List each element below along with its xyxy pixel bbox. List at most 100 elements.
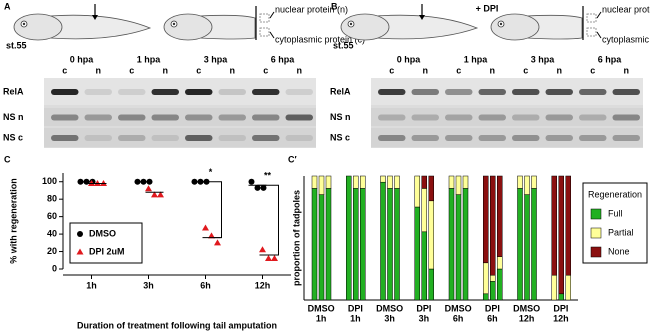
dpi-point — [214, 239, 221, 246]
y-tick-label: 20 — [47, 246, 57, 256]
legend-swatch — [590, 246, 602, 258]
tadpole-drawing — [490, 13, 583, 41]
fraction-label: c — [523, 65, 528, 75]
blot-row — [44, 108, 316, 126]
blot-band — [185, 135, 213, 141]
significance-label: ** — [264, 171, 272, 181]
row-label: RelA — [3, 86, 24, 96]
blot-band — [151, 114, 179, 121]
fraction-label: c — [263, 65, 268, 75]
fraction-box-n — [259, 13, 270, 23]
legend-label: DMSO — [89, 228, 116, 238]
stacked-segment — [325, 188, 332, 301]
stacked-segment — [421, 175, 427, 189]
y-tick-label: 60 — [47, 211, 57, 221]
x-tick-label: DPI — [553, 303, 568, 313]
stacked-segment — [346, 175, 352, 301]
stacked-segment — [565, 274, 571, 301]
dmso-point — [260, 184, 267, 191]
stacked-segment — [483, 293, 489, 301]
stage-label: st.55 — [333, 40, 354, 50]
tadpole-tail — [376, 14, 479, 40]
stacked-segment — [380, 181, 386, 301]
nuclear-label: nuclear protein (n) — [602, 4, 650, 14]
fraction-label: n — [230, 65, 236, 75]
stacked-segment — [490, 175, 496, 276]
blot-band — [411, 89, 439, 95]
blot-band — [612, 135, 640, 141]
dpi-point — [265, 255, 272, 262]
stacked-segment — [551, 175, 557, 276]
time-label: 0 hpa — [397, 54, 422, 64]
tadpole-tail — [199, 14, 256, 40]
stacked-segment — [497, 268, 503, 301]
blot-band — [285, 114, 313, 121]
stacked-segment — [531, 188, 537, 301]
arrow-n — [269, 11, 275, 19]
stacked-segment — [483, 262, 489, 295]
blot-band — [51, 114, 79, 121]
row-label: NS n — [3, 112, 24, 122]
fraction-label: n — [423, 65, 429, 75]
stacked-segment — [455, 175, 462, 195]
tadpole-drawing — [13, 13, 152, 41]
stacked-segment — [551, 274, 557, 301]
blot-band — [545, 89, 573, 95]
blot-band — [151, 135, 179, 141]
blot-band — [612, 89, 640, 95]
blot-band — [51, 135, 79, 141]
fraction-label: c — [389, 65, 394, 75]
tadpole-pupil — [172, 22, 176, 26]
dmso-point — [248, 178, 255, 185]
dpi-point — [271, 255, 278, 262]
tadpole-body — [163, 13, 213, 41]
stacked-segment — [524, 194, 530, 301]
stacked-segment — [517, 188, 523, 301]
blot-band — [478, 135, 506, 141]
stacked-segment — [490, 274, 496, 282]
fraction-label: n — [624, 65, 630, 75]
stage-label: st.55 — [6, 40, 27, 50]
fraction-box-c — [586, 27, 597, 37]
blot-row — [371, 108, 643, 126]
legend-marker — [76, 248, 84, 255]
dpi-point — [259, 246, 266, 253]
y-tick-label: 100 — [42, 176, 57, 186]
blot-band — [252, 135, 280, 141]
blot-band — [218, 114, 246, 121]
blot-band — [545, 114, 573, 121]
stacked-segment — [517, 175, 523, 189]
dpi-point — [151, 191, 158, 198]
tadpole-drawing — [340, 13, 479, 41]
blot-band — [285, 89, 313, 95]
tadpole-tail — [49, 14, 152, 40]
arrow-n — [596, 11, 602, 19]
panel-label: B — [331, 1, 338, 11]
cut-arrowhead — [92, 15, 98, 20]
time-label: 1 hpa — [464, 54, 489, 64]
blot-band — [411, 135, 439, 141]
blot-band — [118, 135, 146, 141]
x-tick-label: DMSO — [308, 303, 335, 313]
time-label: 1 hpa — [137, 54, 162, 64]
stacked-segment — [497, 175, 503, 257]
row-label: RelA — [330, 86, 351, 96]
row-label: NS c — [3, 132, 23, 142]
x-tick-label: 1h — [316, 313, 327, 323]
blot-band — [512, 114, 540, 121]
stacked-segment — [565, 175, 571, 276]
blot-band — [445, 89, 473, 95]
fraction-label: n — [163, 65, 169, 75]
blot-band — [185, 89, 213, 95]
legend-box — [69, 222, 143, 264]
blot-band — [579, 114, 607, 121]
legend-swatch — [590, 227, 602, 239]
stacked-segment — [448, 188, 455, 301]
x-tick-label: 6h — [487, 313, 498, 323]
x-tick-label: 6h — [453, 313, 464, 323]
legend-label: DPI 2uM — [89, 246, 125, 256]
dpi-point — [145, 185, 152, 192]
stacked-segment — [360, 188, 366, 301]
x-tick-label: 3h — [419, 313, 430, 323]
stacked-segment — [448, 175, 455, 189]
